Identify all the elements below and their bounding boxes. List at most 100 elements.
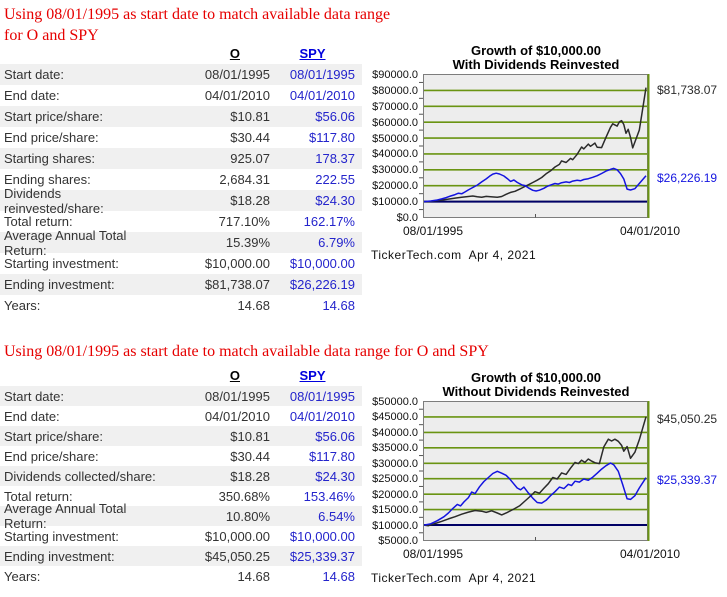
table-row: Start price/share: $10.81 $56.06 bbox=[0, 426, 362, 446]
y-axis-tick-label: $70000.0 bbox=[372, 100, 418, 113]
spy-value: 08/01/1995 bbox=[289, 67, 355, 82]
section-heading-with-dividends: Using 08/01/1995 as start date to match … bbox=[4, 6, 391, 44]
spy-value: 14.68 bbox=[322, 568, 355, 584]
table-row: End price/share: $30.44 $117.80 bbox=[0, 446, 362, 466]
header-cell-spy: SPY bbox=[270, 368, 362, 383]
o-value: $10,000.00 bbox=[204, 256, 270, 271]
y-axis-tick-label: $0.0 bbox=[396, 212, 418, 224]
o-value: 14.68 bbox=[237, 298, 270, 313]
table-row: Starting shares: 925.07 178.37 bbox=[0, 148, 362, 169]
x-axis-tick-label: 04/01/2010 bbox=[619, 224, 681, 238]
series-end-value-label-SPY: $25,339.37 bbox=[657, 473, 718, 488]
y-axis-tick-label: $5000.0 bbox=[378, 535, 418, 547]
row-label: Ending shares: bbox=[4, 172, 91, 187]
table-row: Average Annual Total Return: 15.39% 6.79% bbox=[0, 228, 362, 258]
y-axis-tick-label: $20000.0 bbox=[372, 180, 418, 193]
spy-value: $10,000.00 bbox=[289, 256, 355, 271]
o-value: 08/01/1995 bbox=[204, 388, 270, 404]
row-label: Total return: bbox=[4, 214, 73, 229]
column-header-spy[interactable]: SPY bbox=[299, 45, 326, 61]
o-value: 717.10% bbox=[218, 214, 270, 229]
tickertech-credit: TickerTech.com Apr 4, 2021 bbox=[371, 248, 537, 262]
column-header-spy[interactable]: SPY bbox=[299, 367, 326, 383]
chart-title-line: Growth of $10,000.00 bbox=[470, 370, 602, 385]
row-label: End price/share: bbox=[4, 130, 99, 145]
y-axis-tick-label: $35000.0 bbox=[372, 442, 418, 455]
spy-value: $10,000.00 bbox=[289, 528, 355, 544]
row-label: Start date: bbox=[4, 67, 64, 82]
o-value: 15.39% bbox=[225, 235, 270, 250]
o-value: $81,738.07 bbox=[204, 277, 270, 292]
chart-growth-with-dividends-reinvested: Growth of $10,000.00 With Dividends Reinv… bbox=[370, 42, 727, 264]
column-header-o[interactable]: O bbox=[229, 45, 240, 61]
x-axis-tick-label: 08/01/1995 bbox=[402, 547, 464, 561]
table-row: Years: 14.68 14.68 bbox=[0, 566, 362, 586]
table-row: End price/share: $30.44 $117.80 bbox=[0, 127, 362, 148]
spy-value: 08/01/1995 bbox=[289, 388, 355, 404]
row-label: Ending investment: bbox=[4, 277, 115, 292]
y-axis-tick-label: $50000.0 bbox=[372, 132, 418, 145]
table-row: Ending investment: $81,738.07 $26,226.19 bbox=[0, 274, 362, 295]
row-label: Dividends reinvested/share: bbox=[4, 185, 104, 216]
o-value: 2,684.31 bbox=[219, 172, 270, 187]
spy-value: $24.30 bbox=[315, 193, 355, 208]
o-value: $18.28 bbox=[230, 193, 270, 208]
header-cell-o: O bbox=[160, 46, 270, 61]
table-header-row: O SPY bbox=[0, 42, 362, 64]
o-value: 925.07 bbox=[230, 151, 270, 166]
o-value: $18.28 bbox=[230, 468, 270, 484]
o-value: $10,000.00 bbox=[204, 528, 270, 544]
table-row: End date: 04/01/2010 04/01/2010 bbox=[0, 85, 362, 106]
o-value: $45,050.25 bbox=[204, 548, 270, 564]
y-axis-tick-label: $15000.0 bbox=[372, 504, 418, 517]
section-heading-without-dividends: Using 08/01/1995 as start date to match … bbox=[4, 343, 489, 360]
o-value: 08/01/1995 bbox=[204, 67, 270, 82]
column-header-o[interactable]: O bbox=[229, 367, 240, 383]
y-axis-tick-label: $45000.0 bbox=[372, 411, 418, 424]
chart-title-line: With Dividends Reinvested bbox=[452, 57, 620, 72]
y-axis-tick-label: $50000.0 bbox=[372, 396, 418, 408]
table-row: Average Annual Total Return: 10.80% 6.54% bbox=[0, 501, 362, 531]
plot-area bbox=[419, 74, 650, 218]
table-row: Years: 14.68 14.68 bbox=[0, 295, 362, 316]
spy-value: 04/01/2010 bbox=[289, 408, 355, 424]
chart-growth-without-dividends-reinvested: Growth of $10,000.00 Without Dividends Re… bbox=[370, 362, 727, 586]
chart-title: Growth of $10,000.00 With Dividends Reinv… bbox=[370, 44, 702, 72]
spy-value: $24.30 bbox=[315, 468, 355, 484]
row-label: Average Annual Total Return: bbox=[4, 227, 127, 258]
spy-value: 162.17% bbox=[303, 214, 355, 229]
spy-value: 6.54% bbox=[318, 508, 355, 524]
o-value: $30.44 bbox=[230, 130, 270, 145]
y-axis-tick-label: $60000.0 bbox=[372, 116, 418, 129]
spy-value: 6.79% bbox=[318, 235, 355, 250]
series-line-O bbox=[423, 416, 647, 527]
table-row: Starting investment: $10,000.00 $10,000.00 bbox=[0, 526, 362, 546]
y-axis-tick-label: $30000.0 bbox=[372, 164, 418, 177]
series-end-value-label-O: $81,738.07 bbox=[657, 83, 718, 98]
row-label: Years: bbox=[4, 568, 41, 584]
header-cell-spy: SPY bbox=[270, 46, 362, 61]
o-value: 04/01/2010 bbox=[204, 408, 270, 424]
spy-value: $25,339.37 bbox=[289, 548, 355, 564]
row-label: Years: bbox=[4, 298, 41, 313]
row-label: End date: bbox=[4, 88, 60, 103]
row-label: End date: bbox=[4, 408, 60, 424]
table-row: End date: 04/01/2010 04/01/2010 bbox=[0, 406, 362, 426]
row-label: Start price/share: bbox=[4, 428, 103, 444]
comparison-table-with-dividends: O SPY Start date: 08/01/1995 08/01/1995 End d… bbox=[0, 42, 362, 316]
series-line-SPY bbox=[423, 462, 647, 526]
row-label: Starting shares: bbox=[4, 151, 96, 166]
table-row: Dividends collected/share: $18.28 $24.30 bbox=[0, 466, 362, 486]
row-label: Starting investment: bbox=[4, 256, 119, 271]
row-label: Start price/share: bbox=[4, 109, 103, 124]
y-axis-tick-label: $20000.0 bbox=[372, 488, 418, 501]
comparison-table-without-dividends: O SPY Start date: 08/01/1995 08/01/1995 End d… bbox=[0, 364, 362, 586]
y-axis-tick-label: $90000.0 bbox=[372, 69, 418, 81]
y-axis-tick-label: $25000.0 bbox=[372, 473, 418, 486]
x-axis-tick-label: 08/01/1995 bbox=[402, 224, 464, 238]
row-label: Start date: bbox=[4, 388, 64, 404]
y-axis-tick-label: $30000.0 bbox=[372, 457, 418, 470]
table-row: Start date: 08/01/1995 08/01/1995 bbox=[0, 64, 362, 85]
row-label: Total return: bbox=[4, 488, 73, 504]
spy-value: $26,226.19 bbox=[289, 277, 355, 292]
